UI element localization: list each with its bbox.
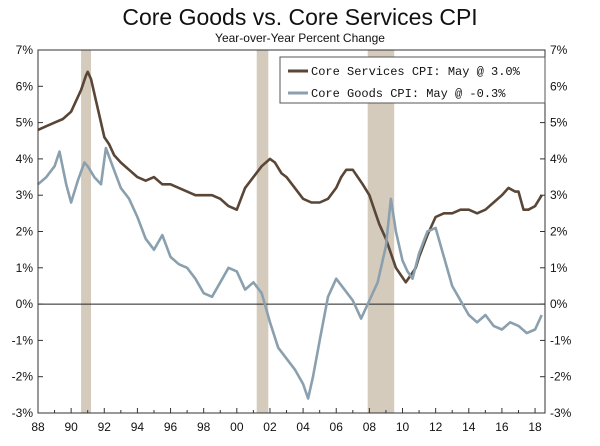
x-tick-label: 10 xyxy=(396,420,410,434)
x-tick-label: 02 xyxy=(263,420,277,434)
x-tick-label: 90 xyxy=(64,420,78,434)
y-tick-label-left: -3% xyxy=(12,406,34,420)
x-tick-label: 14 xyxy=(462,420,476,434)
x-tick-label: 98 xyxy=(197,420,211,434)
y-tick-label-right: 4% xyxy=(550,152,568,166)
x-tick-label: 12 xyxy=(429,420,443,434)
y-tick-label-right: -3% xyxy=(550,406,572,420)
recession-band-3 xyxy=(367,50,395,413)
plot-frame xyxy=(37,49,546,414)
legend: Core Services CPI: May @ 3.0% Core Goods… xyxy=(279,56,546,104)
x-tick-label: 94 xyxy=(131,420,145,434)
y-tick-label-right: 5% xyxy=(550,116,568,130)
y-tick-label-right: 1% xyxy=(550,261,568,275)
x-tick-label: 08 xyxy=(363,420,377,434)
x-tick-label: 00 xyxy=(230,420,244,434)
chart-title: Core Goods vs. Core Services CPI xyxy=(122,4,477,30)
chart-subtitle: Year-over-Year Percent Change xyxy=(215,31,385,45)
x-tick-label: 92 xyxy=(98,420,112,434)
axis-ticks: 7% 7% 6% 6% 5% 5% 4% 4% 3% 3% 2% 2% 1% 1% 0% 0% -1% -1% -2… xyxy=(12,43,572,434)
y-tick-label-right: 0% xyxy=(550,297,568,311)
legend-label-goods: Core Goods CPI: May @ -0.3% xyxy=(311,87,506,101)
y-tick-label-left: 2% xyxy=(16,225,34,239)
y-tick-label-right: 6% xyxy=(550,79,568,93)
series-line-core-goods xyxy=(37,146,543,400)
x-tick-label: 18 xyxy=(528,420,542,434)
y-tick-label-left: 5% xyxy=(16,116,34,130)
x-tick-label: 04 xyxy=(296,420,310,434)
y-tick-label-right: 7% xyxy=(550,43,568,57)
x-tick-label: 06 xyxy=(330,420,344,434)
legend-box xyxy=(279,56,546,104)
series-line-core-services xyxy=(37,70,543,284)
legend-label-services: Core Services CPI: May @ 3.0% xyxy=(311,65,521,79)
recession-band-2 xyxy=(256,50,269,413)
y-tick-label-left: -1% xyxy=(12,333,34,347)
y-tick-label-left: 3% xyxy=(16,188,34,202)
series-lines xyxy=(37,70,543,400)
y-tick-label-right: -1% xyxy=(550,333,572,347)
y-tick-label-left: 0% xyxy=(16,297,34,311)
y-tick-label-left: 4% xyxy=(16,152,34,166)
x-tick-label: 16 xyxy=(495,420,509,434)
y-tick-label-right: -2% xyxy=(550,370,572,384)
y-tick-label-left: -2% xyxy=(12,370,34,384)
x-tick-label: 96 xyxy=(164,420,178,434)
recession-bands xyxy=(81,50,395,413)
y-tick-label-left: 6% xyxy=(16,79,34,93)
recession-band-1 xyxy=(81,50,92,413)
y-tick-label-left: 1% xyxy=(16,261,34,275)
y-tick-label-right: 3% xyxy=(550,188,568,202)
y-tick-label-left: 7% xyxy=(16,43,34,57)
y-tick-label-right: 2% xyxy=(550,225,568,239)
x-tick-label: 88 xyxy=(31,420,45,434)
